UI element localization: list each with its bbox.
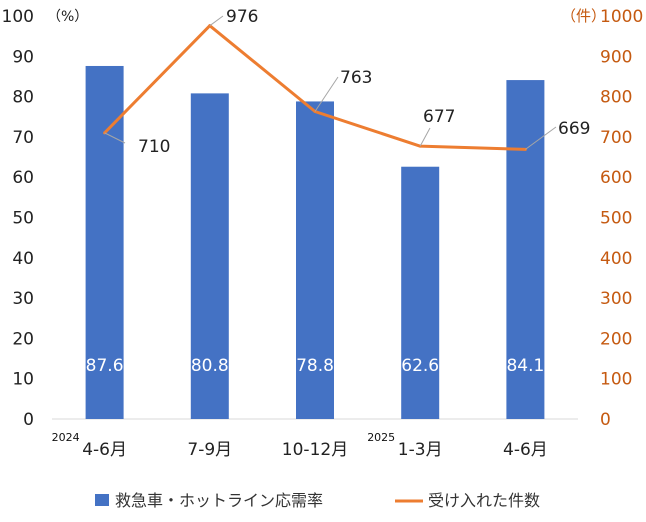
axes-group: 0102030405060708090100010020030040050060… [2, 7, 644, 460]
y-left-unit: （%） [47, 9, 88, 25]
y-right-tick-label: 200 [600, 329, 632, 349]
y-left-tick-label: 70 [12, 128, 34, 148]
x-category-label: 4-6月 [82, 440, 127, 460]
legend-bar-label: 救急車・ホットライン応需率 [115, 491, 323, 510]
y-right-unit: （件） [561, 7, 606, 25]
bar-data-label: 78.8 [296, 356, 334, 376]
y-left-tick-label: 20 [12, 329, 34, 349]
y-left-tick-label: 30 [12, 289, 34, 309]
bars-group [85, 65, 545, 420]
bar-data-label: 80.8 [191, 356, 229, 376]
line-label-leader [209, 15, 224, 27]
y-right-tick-label: 300 [600, 289, 632, 309]
y-left-tick-label: 0 [23, 410, 34, 430]
y-right-tick-label: 800 [600, 88, 632, 108]
line-data-label: 710 [138, 137, 170, 157]
labels-group: 87.6 80.8 78.8 62.6 84.1 710 976 763 677 669 [86, 7, 591, 376]
y-left-tick-label: 60 [12, 168, 34, 188]
y-right-tick-label: 900 [600, 47, 632, 67]
line-label-leader [525, 126, 557, 150]
line-label-leader [314, 76, 339, 112]
x-category-label: 7-9月 [187, 440, 232, 460]
line-data-label: 976 [226, 7, 258, 27]
line-data-label: 669 [558, 119, 590, 139]
y-right-tick-label: 500 [600, 209, 632, 229]
y-left-tick-label: 90 [12, 47, 34, 67]
y-right-tick-label: 400 [600, 249, 632, 269]
bar-data-label: 84.1 [506, 356, 544, 376]
legend-line-label: 受け入れた件数 [428, 491, 540, 510]
legend: 救急車・ホットライン応需率 受け入れた件数 [95, 491, 540, 510]
bar [296, 101, 334, 419]
y-left-tick-label: 40 [12, 249, 34, 269]
x-category-label: 4-6月 [503, 440, 548, 460]
y-right-tick-label: 0 [600, 410, 611, 430]
x-category-label: 1-3月 [398, 440, 443, 460]
bar [506, 80, 545, 420]
y-left-tick-label: 50 [12, 209, 34, 229]
year-marker-label: 2024 [52, 431, 80, 444]
line-data-label: 677 [423, 107, 455, 127]
line-data-label: 763 [340, 68, 372, 88]
line-label-leader [419, 127, 431, 147]
y-left-tick-label: 80 [12, 88, 34, 108]
y-right-tick-label: 1000 [600, 7, 643, 27]
y-right-tick-label: 600 [600, 168, 632, 188]
x-category-label: 10-12月 [282, 440, 348, 460]
y-left-tick-label: 10 [12, 370, 34, 390]
line-label-leader [104, 132, 126, 144]
y-left-tick-label: 100 [2, 7, 34, 27]
bar-data-label: 62.6 [401, 356, 439, 376]
year-marker-label: 2025 [367, 431, 395, 444]
bar [85, 65, 124, 420]
y-right-tick-label: 100 [600, 370, 632, 390]
y-right-tick-label: 700 [600, 128, 632, 148]
bar-data-label: 87.6 [86, 356, 124, 376]
bar [190, 93, 229, 419]
bar [401, 166, 440, 419]
legend-bar-swatch [95, 494, 109, 506]
